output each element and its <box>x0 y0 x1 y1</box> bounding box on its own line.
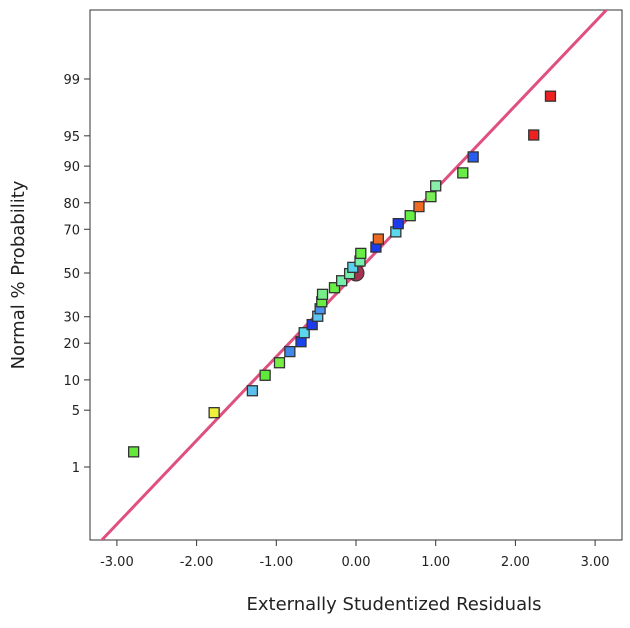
x-tick-label: 1.00 <box>421 555 450 570</box>
data-point <box>127 446 140 458</box>
data-point <box>316 288 329 300</box>
data-point <box>273 357 286 369</box>
data-point <box>336 275 348 287</box>
data-point <box>430 180 442 192</box>
x-tick-label: -3.00 <box>100 555 134 570</box>
y-tick-label: 30 <box>63 311 80 326</box>
data-point <box>372 233 384 245</box>
data-point <box>298 327 310 339</box>
y-tick-label: 1 <box>72 461 80 476</box>
data-point <box>392 217 404 230</box>
y-tick-label: 99 <box>63 73 80 88</box>
data-point <box>355 247 367 260</box>
data-point <box>284 345 296 358</box>
y-tick-label: 10 <box>63 374 80 389</box>
data-point <box>467 151 479 163</box>
data-point <box>347 261 359 274</box>
x-tick-label: 2.00 <box>501 555 530 570</box>
y-tick-label: 50 <box>63 267 80 282</box>
y-tick-label: 90 <box>63 160 80 175</box>
x-tick-label: 3.00 <box>581 555 610 570</box>
y-axis-title: Normal % Probability <box>8 180 29 369</box>
data-point <box>259 369 271 381</box>
data-point <box>457 167 469 179</box>
x-tick-label: -2.00 <box>180 555 214 570</box>
data-point <box>528 129 540 141</box>
data-point <box>246 385 259 397</box>
data-point <box>208 407 220 419</box>
y-tick-label: 70 <box>63 223 80 238</box>
data-point <box>425 191 437 203</box>
data-point <box>413 200 425 213</box>
y-tick-label: 5 <box>72 404 80 419</box>
x-tick-label: 0.00 <box>342 555 371 570</box>
x-tick-label: -1.00 <box>259 555 293 570</box>
data-point <box>328 282 341 294</box>
y-tick-label: 20 <box>63 337 80 352</box>
data-point <box>404 210 416 222</box>
x-axis-title: Externally Studentized Residuals <box>247 594 542 615</box>
y-tick-label: 80 <box>63 197 80 212</box>
data-point <box>544 90 557 102</box>
y-tick-label: 95 <box>63 130 80 145</box>
